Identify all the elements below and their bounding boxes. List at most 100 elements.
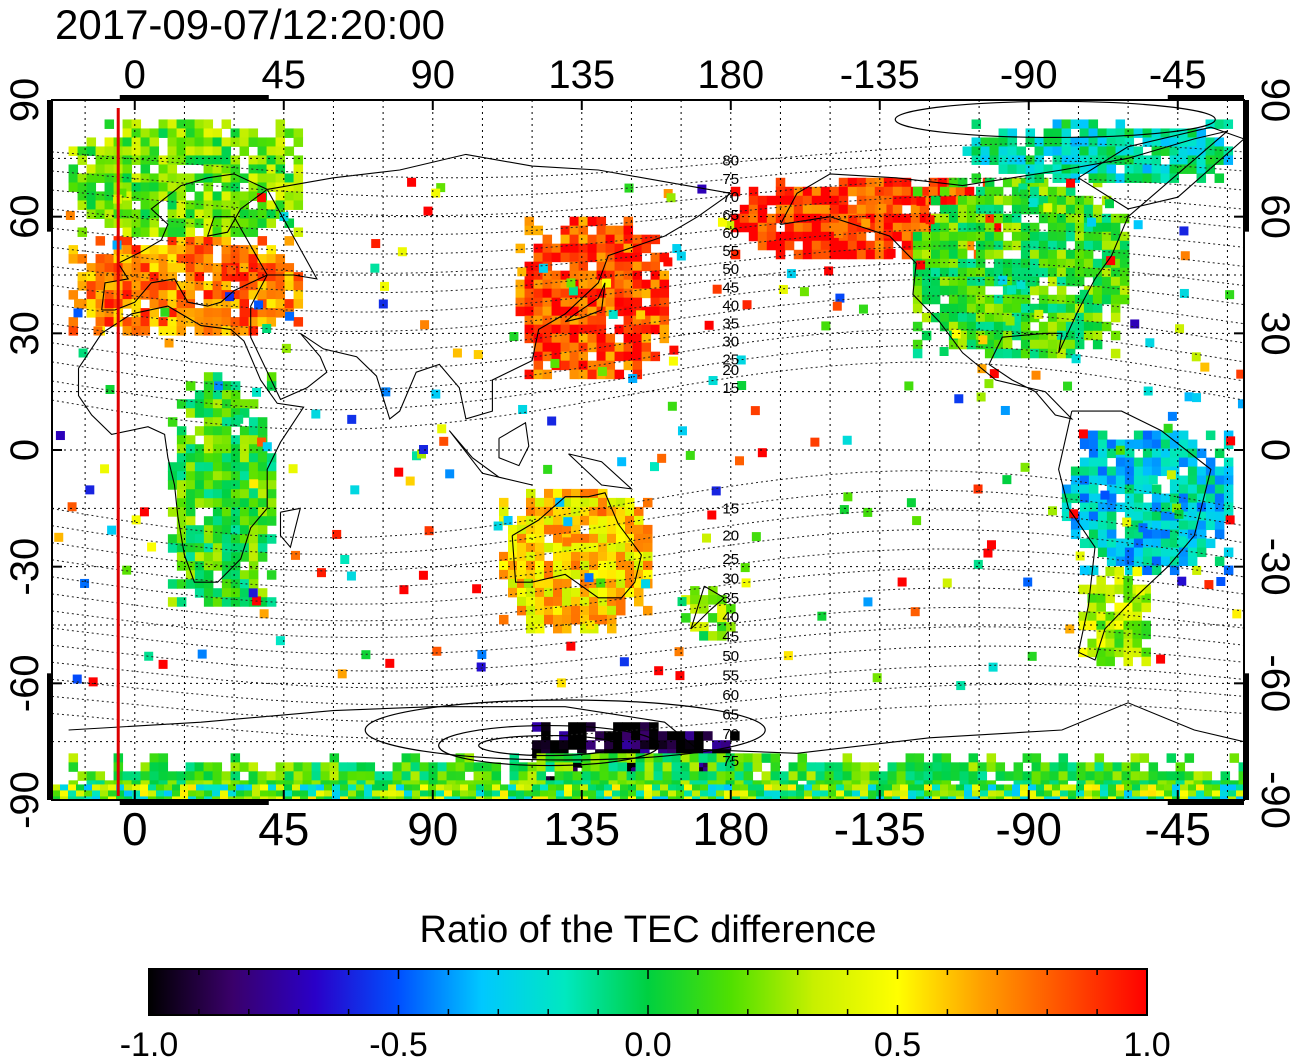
- tec-region: [1061, 430, 1234, 576]
- contour-line: [52, 664, 1244, 706]
- gridlines: [52, 100, 1244, 800]
- top-tick-label: 0: [124, 53, 146, 97]
- contour-label: 45: [722, 279, 739, 296]
- contour-line: [52, 529, 1244, 588]
- contour-label: 30: [722, 570, 739, 587]
- contour-line: [52, 211, 1244, 255]
- contour-oval: [364, 699, 766, 761]
- coastline: [68, 702, 1244, 754]
- contour-line: [52, 312, 1244, 371]
- contour-line: [52, 278, 1244, 332]
- coastline: [279, 507, 302, 549]
- top-tick-label: 135: [548, 53, 615, 97]
- contour-label: 30: [722, 334, 739, 351]
- contour-label: 15: [722, 380, 739, 397]
- figure-title: 2017-09-07/12:20:00: [55, 1, 445, 48]
- colorbar-tick-label: 1.0: [1123, 1026, 1170, 1064]
- contour-label: 45: [722, 629, 739, 646]
- bottom-tick-label: 180: [692, 803, 769, 855]
- bottom-tick-label: 0: [122, 803, 148, 855]
- contour-line: [52, 606, 1244, 655]
- coastline: [779, 130, 1228, 420]
- right-tick-label: -30: [1253, 538, 1296, 596]
- contour-line: [52, 626, 1244, 672]
- bottom-tick-labels: 0 45 90 135 180 -135 -90 -45: [122, 803, 1211, 855]
- tec-data-layer: [52, 119, 1244, 800]
- contour-label: 50: [722, 648, 739, 665]
- colorbar-tick-label: -1.0: [120, 1026, 179, 1064]
- tec-region: [68, 119, 304, 237]
- left-tick-label: -60: [3, 654, 47, 712]
- left-tick-label: -90: [3, 771, 47, 829]
- contour-oval: [478, 734, 620, 757]
- map-plot: 0 45 90 135 180 -135 -90 -45 0 45 90 135 180 -135 -90…: [3, 53, 1296, 855]
- left-tick-label: 0: [3, 439, 47, 461]
- coastline: [511, 492, 642, 599]
- colorbar-ticks: -1.0 -0.5 0.0 0.5 1.0: [120, 969, 1171, 1064]
- contour-label: 55: [722, 243, 739, 260]
- bottom-tick-label: -90: [996, 803, 1062, 855]
- contour-label: 80: [722, 153, 739, 170]
- contour-line: [52, 683, 1244, 723]
- left-tick-labels: 90 60 30 0 -30 -60 -90: [3, 78, 47, 829]
- top-tick-label: -45: [1149, 53, 1207, 97]
- contour-line: [52, 160, 1244, 198]
- contour-label: 35: [722, 315, 739, 332]
- top-tick-label: -90: [1000, 53, 1058, 97]
- right-tick-label: 60: [1253, 194, 1296, 239]
- coastline: [448, 430, 533, 486]
- contour-line: [52, 143, 1244, 179]
- contour-line: [52, 509, 1244, 572]
- tec-region: [499, 488, 653, 634]
- contour-lines: [52, 100, 1244, 767]
- contour-oval: [438, 724, 660, 767]
- bottom-tick-label: 45: [258, 803, 309, 855]
- colorbar: -1.0 -0.5 0.0 0.5 1.0: [120, 968, 1171, 1064]
- coastlines: [68, 126, 1244, 754]
- contour-label: 60: [722, 687, 739, 704]
- contour-line: [52, 328, 1244, 391]
- contour-label: 25: [722, 551, 739, 568]
- contour-label: 65: [722, 207, 739, 224]
- contour-line: [52, 489, 1244, 555]
- contour-line: [52, 345, 1244, 411]
- top-tick-labels: 0 45 90 135 180 -135 -90 -45: [124, 53, 1207, 97]
- contour-line: [52, 295, 1244, 352]
- contour-label: 20: [722, 528, 739, 545]
- contour-line: [52, 177, 1244, 217]
- top-tick-label: 90: [411, 53, 456, 97]
- coastline: [250, 153, 733, 420]
- coastline: [77, 305, 305, 583]
- top-tick-label: -135: [840, 53, 920, 97]
- tec-region: [912, 177, 1130, 359]
- left-tick-label: -30: [3, 538, 47, 596]
- contour-label: 15: [722, 500, 739, 517]
- colorbar-tick-label: 0.0: [624, 1026, 671, 1064]
- left-tick-label: 90: [3, 78, 47, 123]
- contour-label: 60: [722, 225, 739, 242]
- contour-label: 75: [722, 753, 739, 770]
- contour-line: [52, 548, 1244, 605]
- coastline: [690, 585, 726, 630]
- left-tick-label: 60: [3, 194, 47, 239]
- contour-label: 55: [722, 668, 739, 685]
- contour-line: [52, 245, 1244, 294]
- contour-line: [52, 702, 1244, 740]
- bottom-tick-label: -135: [834, 803, 926, 855]
- tec-region: [68, 236, 304, 336]
- bottom-tick-label: 90: [407, 803, 458, 855]
- tec-polar-band: [52, 784, 1244, 800]
- left-tick-label: 30: [3, 311, 47, 356]
- contour-label: 25: [722, 352, 739, 369]
- colorbar-tick-label: 0.5: [874, 1026, 921, 1064]
- coastline: [498, 421, 530, 467]
- contour-labels: 8075706560555045403530252015152025303540…: [722, 153, 739, 770]
- coastline: [101, 173, 269, 311]
- right-tick-label: -90: [1253, 771, 1296, 829]
- contour-line: [52, 228, 1244, 274]
- contour-line: [52, 470, 1244, 539]
- contour-label: 50: [722, 261, 739, 278]
- bottom-tick-label: 135: [543, 803, 620, 855]
- contour-label: 70: [722, 726, 739, 743]
